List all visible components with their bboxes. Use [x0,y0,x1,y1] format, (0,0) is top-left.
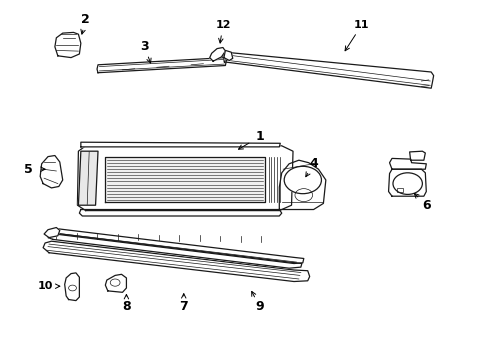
Polygon shape [43,241,310,282]
Polygon shape [105,274,126,292]
Circle shape [295,189,313,202]
Polygon shape [55,32,81,58]
Polygon shape [81,142,280,147]
Polygon shape [49,229,304,264]
Polygon shape [79,210,282,216]
Polygon shape [40,156,63,188]
Polygon shape [78,151,98,205]
Polygon shape [390,158,426,169]
Text: 2: 2 [81,13,90,26]
Circle shape [284,166,321,194]
Polygon shape [65,273,79,301]
Text: 12: 12 [215,20,231,30]
Polygon shape [105,157,265,202]
Text: 4: 4 [309,157,318,170]
Text: 10: 10 [37,281,53,291]
Polygon shape [210,48,225,61]
Polygon shape [48,233,302,268]
Circle shape [110,279,120,286]
Polygon shape [97,58,226,73]
Text: 6: 6 [422,199,431,212]
Text: 11: 11 [354,20,369,30]
Text: 9: 9 [255,300,264,313]
Text: 8: 8 [122,300,131,313]
Polygon shape [44,228,60,238]
Text: 3: 3 [140,40,149,53]
Text: 5: 5 [24,163,32,176]
Polygon shape [77,146,293,211]
Circle shape [69,285,76,291]
Text: 1: 1 [255,130,264,143]
Circle shape [393,173,422,194]
Text: 7: 7 [179,300,188,313]
Polygon shape [389,169,426,196]
Polygon shape [224,50,233,60]
Polygon shape [279,160,326,210]
Polygon shape [410,151,425,160]
Polygon shape [223,52,434,88]
